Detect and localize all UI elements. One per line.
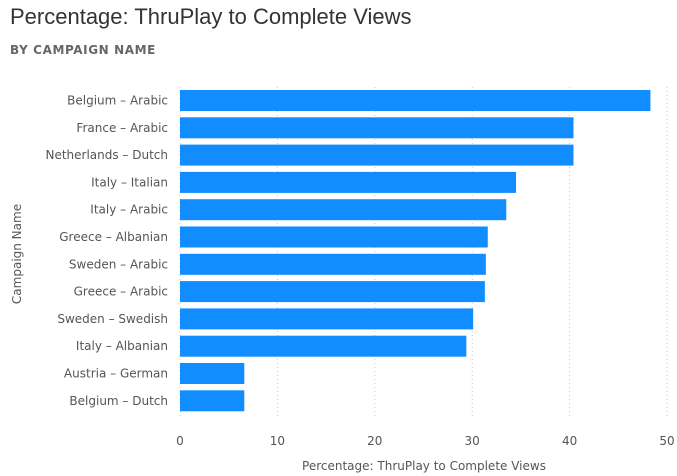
x-tick-label: 10 bbox=[270, 434, 285, 448]
category-label: Italy – Italian bbox=[91, 175, 168, 189]
category-label: Sweden – Arabic bbox=[69, 257, 168, 271]
x-tick-label: 40 bbox=[562, 434, 577, 448]
bar[interactable] bbox=[180, 390, 245, 412]
category-label: Greece – Arabic bbox=[74, 285, 168, 299]
bar[interactable] bbox=[180, 144, 574, 166]
y-axis-label: Campaign Name bbox=[10, 204, 24, 304]
category-label: Sweden – Swedish bbox=[57, 312, 168, 326]
bar[interactable] bbox=[180, 199, 507, 221]
category-labels: Belgium – Arabic France – Arabic Netherlan… bbox=[45, 94, 168, 408]
chart-subtitle: BY CAMPAIGN NAME bbox=[10, 43, 156, 57]
category-label: Belgium – Dutch bbox=[69, 394, 168, 408]
bar[interactable] bbox=[180, 117, 574, 139]
bars bbox=[180, 90, 651, 412]
bar[interactable] bbox=[180, 308, 474, 330]
category-label: Italy – Albanian bbox=[76, 339, 168, 353]
bar[interactable] bbox=[180, 335, 467, 357]
x-tick-label: 20 bbox=[367, 434, 382, 448]
x-tick-label: 50 bbox=[659, 434, 674, 448]
category-label: Netherlands – Dutch bbox=[45, 148, 168, 162]
x-tick-label: 0 bbox=[176, 434, 184, 448]
bar[interactable] bbox=[180, 171, 517, 193]
category-label: Belgium – Arabic bbox=[67, 94, 168, 108]
category-label: Greece – Albanian bbox=[59, 230, 168, 244]
category-label: Italy – Arabic bbox=[90, 203, 168, 217]
chart-title: Percentage: ThruPlay to Complete Views bbox=[10, 4, 412, 29]
x-tick-label: 30 bbox=[465, 434, 480, 448]
bar[interactable] bbox=[180, 90, 651, 111]
bar[interactable] bbox=[180, 363, 245, 384]
bar[interactable] bbox=[180, 281, 485, 303]
bar[interactable] bbox=[180, 253, 486, 275]
category-label: Austria – German bbox=[64, 367, 168, 381]
x-axis-label: Percentage: ThruPlay to Complete Views bbox=[302, 459, 546, 473]
bar[interactable] bbox=[180, 226, 488, 248]
category-label: France – Arabic bbox=[76, 121, 168, 135]
x-tick-labels: 0 10 20 30 40 50 bbox=[176, 434, 674, 448]
